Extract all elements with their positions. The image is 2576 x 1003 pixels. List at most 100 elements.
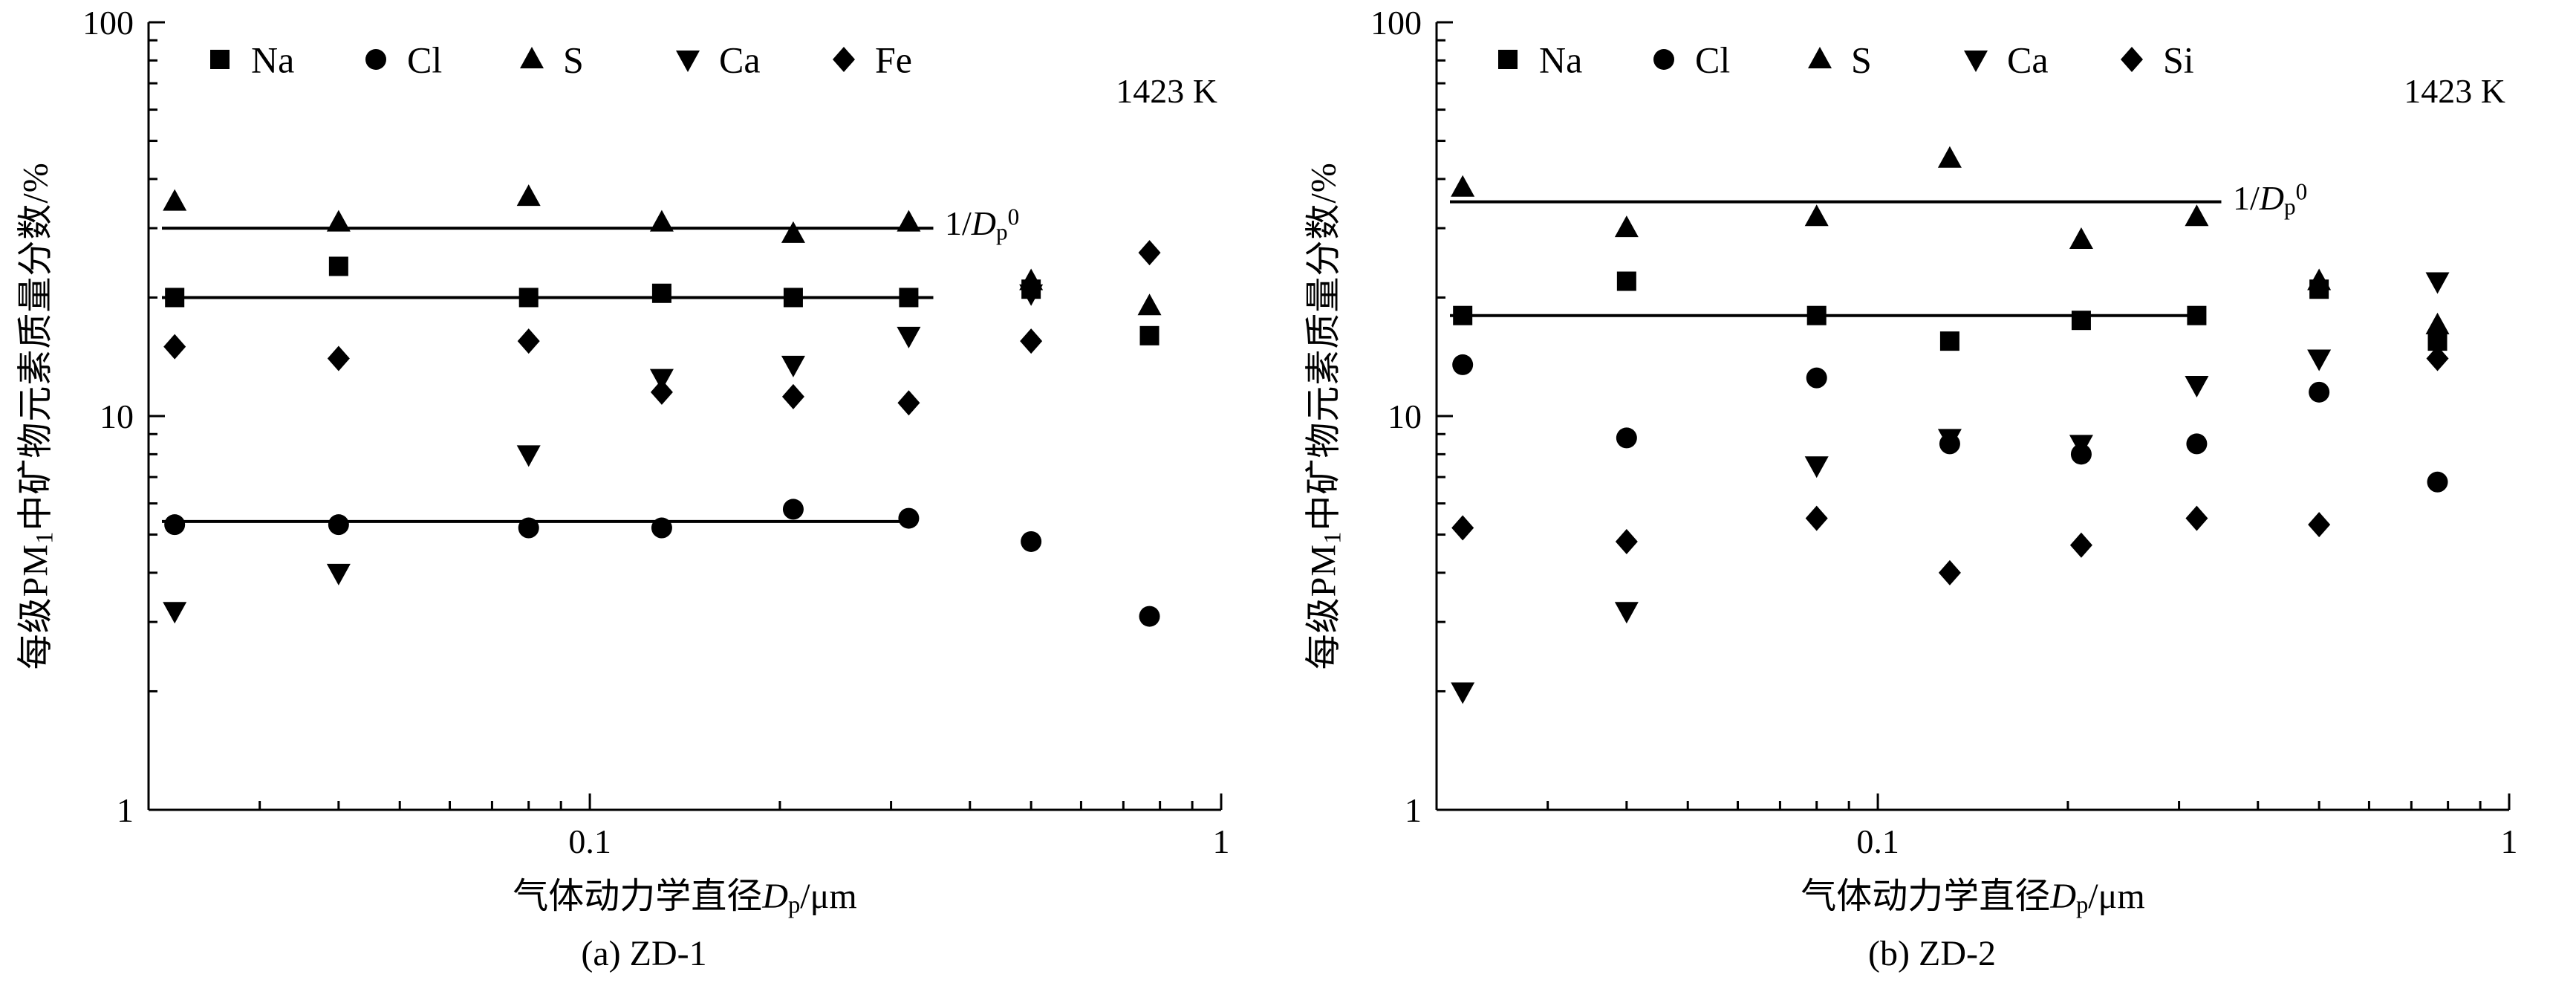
triangle-down-marker <box>1804 456 1829 478</box>
fit-lines <box>1450 200 2222 317</box>
x-tick-label: 0.1 <box>1856 822 1899 860</box>
legend-label: S <box>563 39 584 81</box>
diamond-marker <box>327 345 350 371</box>
square-marker <box>1139 325 1159 345</box>
series-S <box>163 184 1162 316</box>
y-tick-label: 1 <box>117 791 134 829</box>
diamond-marker <box>2121 47 2143 72</box>
triangle-down-marker <box>1451 682 1475 704</box>
chart-panel-b: 0.1 1 1 10 100 Na Cl S Ca Si 每级PM1中矿物元素质量分数/% 气体动… <box>1288 0 2576 1003</box>
circle-marker <box>1653 49 1674 70</box>
legend-label: Cl <box>407 39 442 81</box>
square-marker <box>1498 50 1518 69</box>
circle-marker <box>518 517 539 539</box>
circle-marker <box>2186 433 2208 455</box>
temperature-annotation: 1423 K <box>1116 72 1217 110</box>
x-tick-label: 1 <box>2501 822 2518 860</box>
circle-marker <box>164 514 186 536</box>
y-tick-label: 100 <box>1370 4 1422 42</box>
triangle-up-marker <box>2307 268 2332 290</box>
x-label-part: /μm <box>2088 877 2145 916</box>
triangle-up-marker <box>1937 146 1962 168</box>
fit-line-label-sup: 0 <box>1007 204 1020 230</box>
triangle-up-marker <box>1451 175 1475 197</box>
fit-line-label-symbol: D <box>2259 179 2285 217</box>
series-S <box>1451 146 2450 334</box>
diamond-marker <box>781 383 804 409</box>
chart-svg-b: 0.1 1 1 10 100 Na Cl S Ca Si <box>1370 4 2518 860</box>
square-marker <box>210 50 230 69</box>
diamond-marker <box>1805 505 1828 531</box>
x-tick-label: 1 <box>1213 822 1230 860</box>
series-Na <box>165 256 1159 345</box>
diamond-marker <box>1451 515 1474 541</box>
diamond-marker <box>1138 240 1161 266</box>
legend-label: Fe <box>875 39 912 81</box>
y-tick-label: 10 <box>100 397 134 435</box>
triangle-up-marker <box>326 210 351 232</box>
triangle-down-marker <box>1964 51 1988 72</box>
y-label-part: 每级PM <box>16 544 56 670</box>
square-marker <box>899 288 919 308</box>
diamond-marker <box>2185 505 2208 531</box>
circle-marker <box>1452 354 1474 375</box>
diamond-marker <box>2308 512 2331 538</box>
diamond-marker <box>517 328 540 354</box>
x-label-symbol: D <box>2050 877 2076 916</box>
legend: Na Cl S Ca Fe <box>210 39 912 81</box>
fit-line-label-part: 1/ <box>945 204 972 242</box>
triangle-up-marker <box>781 221 805 243</box>
x-axis-label: 气体动力学直径Dp/μm <box>1437 866 2509 920</box>
triangle-down-marker <box>676 51 700 72</box>
circle-marker <box>1806 367 1827 389</box>
y-axis-label: 每级PM1中矿物元素质量分数/% <box>4 22 61 810</box>
series-Si <box>1451 345 2449 585</box>
triangle-down-marker <box>2307 349 2332 371</box>
circle-marker <box>651 517 672 539</box>
series-Ca <box>163 284 1044 624</box>
triangle-up-marker <box>2425 312 2450 334</box>
diamond-marker <box>163 334 186 360</box>
legend-label: Cl <box>1695 39 1730 81</box>
triangle-down-marker <box>163 602 187 624</box>
fit-line-label-sub: p <box>2284 193 2296 220</box>
triangle-up-marker <box>516 184 541 207</box>
square-marker <box>1939 331 1959 351</box>
x-axis-label: 气体动力学直径Dp/μm <box>149 866 1221 920</box>
x-label-sub: p <box>2075 892 2089 919</box>
square-marker <box>783 288 803 308</box>
legend-label: S <box>1851 39 1872 81</box>
axes <box>1435 21 2511 811</box>
y-label-part: 中矿物元素质量分数/% <box>16 162 56 531</box>
fit-line-label: 1/Dp0 <box>2233 178 2307 220</box>
triangle-down-marker <box>1019 284 1044 306</box>
diamond-marker <box>897 390 920 416</box>
triangle-up-marker <box>1137 293 1162 316</box>
x-label-part: /μm <box>800 877 857 916</box>
x-label-part: 气体动力学直径 <box>1801 877 2051 916</box>
panel-caption: (a) ZD-1 <box>581 934 707 973</box>
circle-marker <box>782 499 804 520</box>
circle-marker <box>2309 381 2330 403</box>
triangle-up-marker <box>2185 204 2209 227</box>
circle-marker <box>1139 606 1160 627</box>
triangle-up-marker <box>1804 204 1829 227</box>
panel-caption: (b) ZD-2 <box>1868 934 1996 973</box>
fit-line-label: 1/Dp0 <box>945 204 1019 245</box>
triangle-down-marker <box>2069 435 2093 457</box>
square-marker <box>165 288 185 308</box>
x-tick-label: 0.1 <box>568 822 611 860</box>
triangle-up-marker <box>2069 227 2093 250</box>
legend-label: Na <box>251 39 294 81</box>
triangle-up-marker <box>897 210 921 232</box>
x-label-sub: p <box>787 892 801 919</box>
triangle-down-marker <box>326 563 351 585</box>
diamond-marker <box>833 47 855 72</box>
circle-marker <box>365 49 386 70</box>
y-label-sub: 1 <box>1319 530 1347 545</box>
fit-line-label-sup: 0 <box>2295 178 2308 205</box>
legend-label: Si <box>2163 39 2194 81</box>
circle-marker <box>2427 471 2448 493</box>
y-tick-label: 100 <box>82 4 134 42</box>
series-Cl <box>164 499 1160 627</box>
